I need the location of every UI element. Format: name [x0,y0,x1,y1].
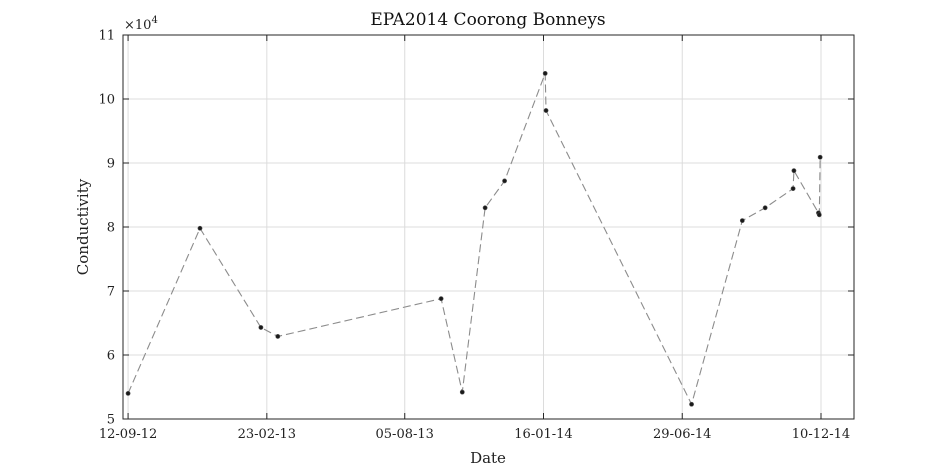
data-point [739,218,745,223]
x-tick-label: 16-01-14 [514,427,572,442]
grid-lines [123,34,854,420]
data-point [125,390,131,396]
data-point [689,401,694,407]
axis-ticks: 12-09-12 23-02-13 05-08-13 16-01-14 29-06-14… [98,29,854,442]
data-point [790,186,796,191]
y-tick-label: 10 [98,93,115,108]
x-tick-label: 05-08-13 [376,427,434,442]
data-point [258,325,264,330]
data-point [816,212,822,218]
data-point [459,389,465,395]
y-tick-label: 7 [107,285,115,300]
data-series [127,73,821,406]
y-tick-label: 8 [107,221,115,236]
x-tick-label: 29-06-14 [653,427,711,442]
data-point [762,205,768,211]
x-tick-label: 10-12-14 [792,427,850,442]
data-point [275,334,281,339]
y-tick-label: 6 [107,349,115,364]
data-point [482,205,488,211]
series-line [127,73,821,406]
data-point [791,168,797,174]
chart-title: EPA2014 Coorong Bonneys [370,10,605,30]
data-point [542,71,548,76]
y-exponent-power: 4 [151,15,157,26]
y-axis-label: Conductivity [74,178,92,275]
y-exponent-label: ×104 [124,15,158,33]
y-exponent-base: ×10 [124,18,151,33]
data-point [543,108,549,113]
x-tick-label: 23-02-13 [238,427,296,442]
data-point [817,154,823,160]
y-tick-label: 11 [98,29,115,44]
y-tick-label: 5 [107,413,115,428]
x-tick-label: 12-09-12 [99,427,157,442]
data-point [502,178,507,184]
y-tick-label: 9 [107,157,115,172]
x-axis-label: Date [470,449,506,467]
data-point [438,296,444,302]
data-point [197,225,203,231]
data-markers [125,71,823,407]
